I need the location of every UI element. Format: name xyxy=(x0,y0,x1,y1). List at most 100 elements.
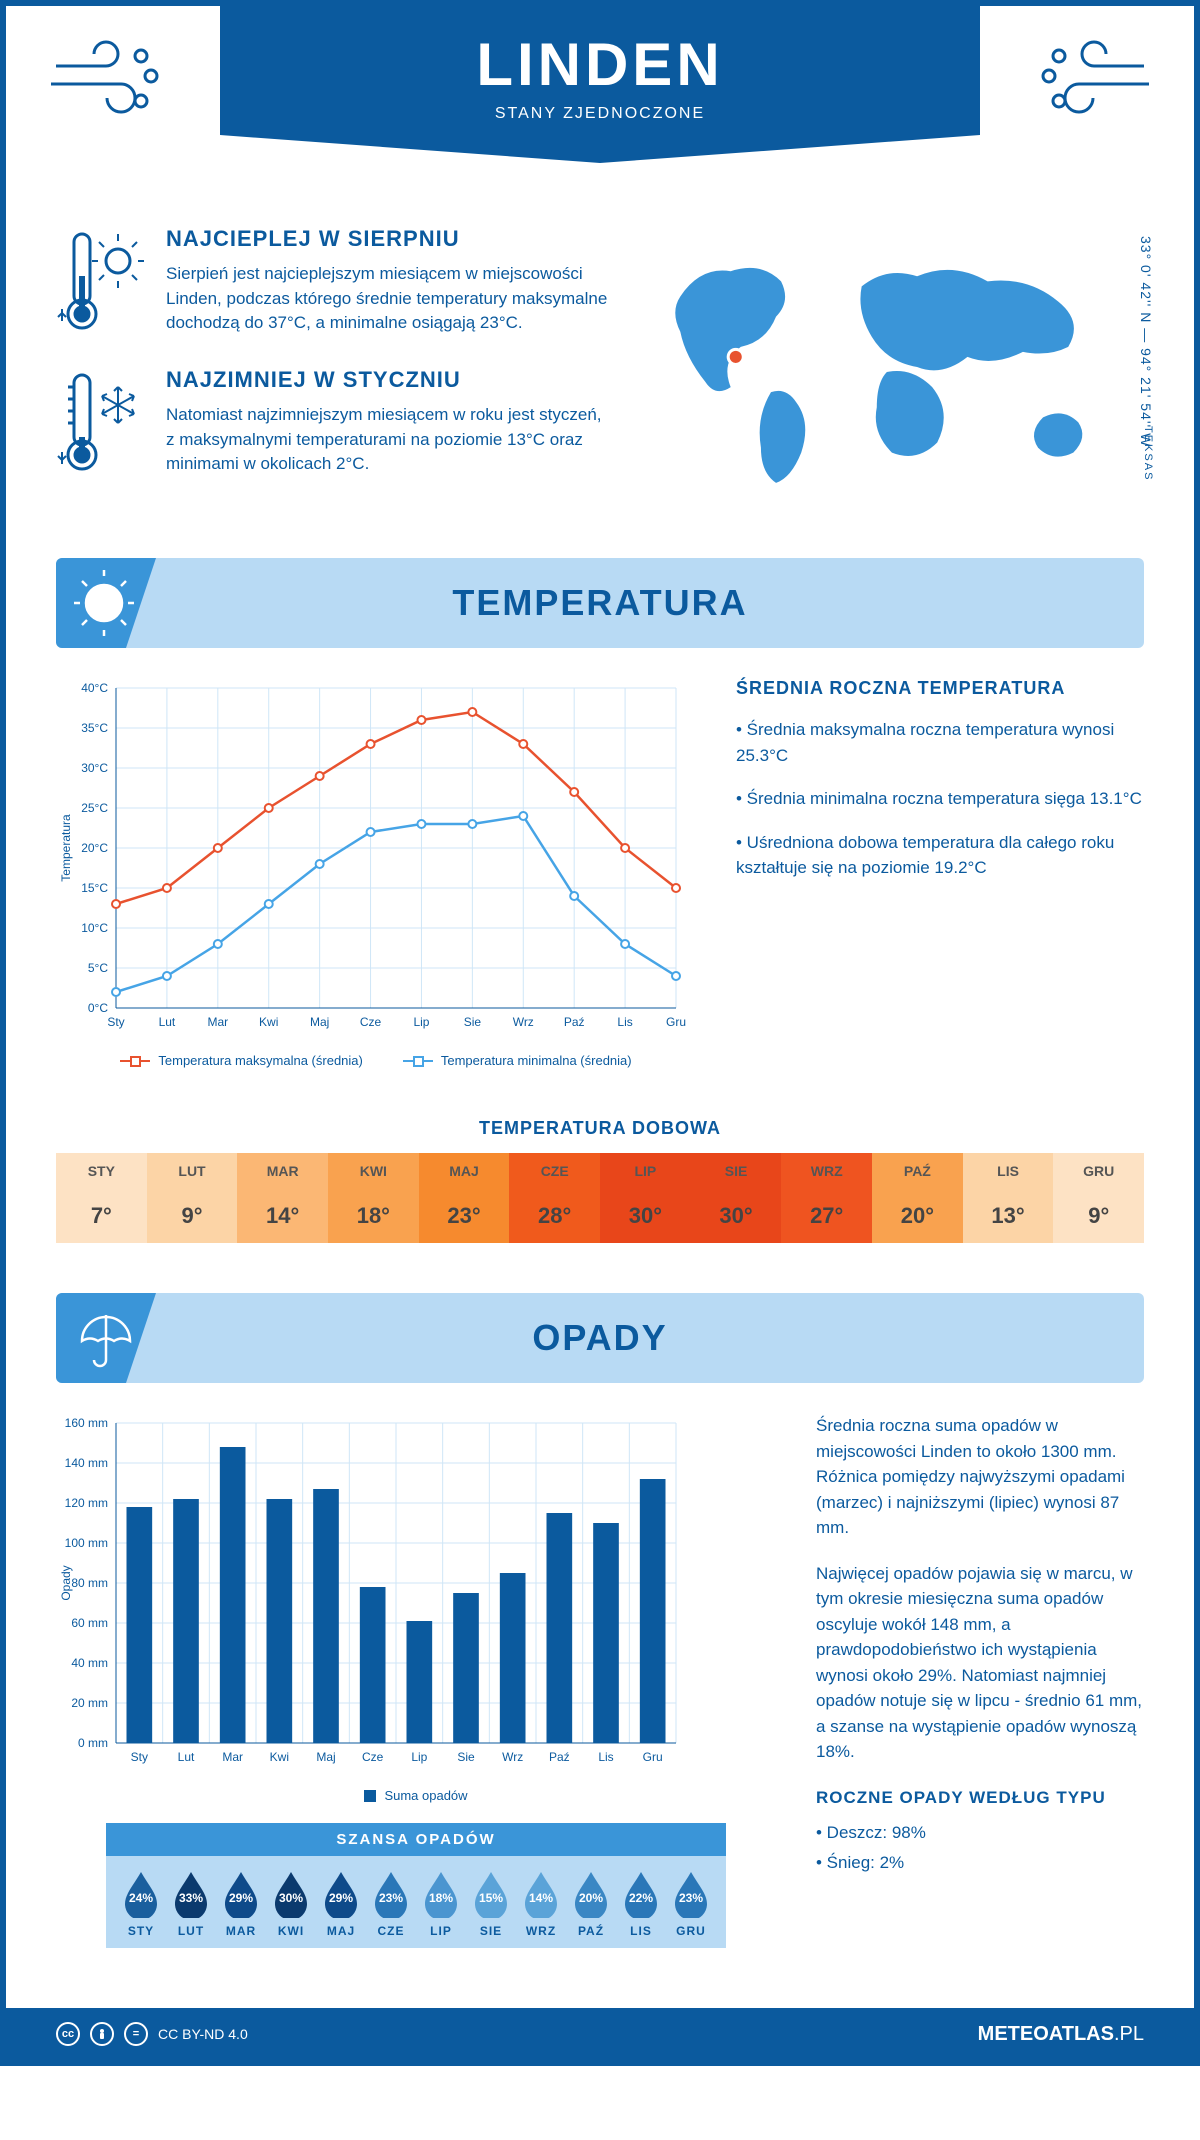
license-text: CC BY-ND 4.0 xyxy=(158,2026,248,2042)
svg-text:25°C: 25°C xyxy=(81,801,108,815)
heat-value: 18° xyxy=(328,1189,419,1243)
heat-month: STY xyxy=(56,1153,147,1189)
sun-icon xyxy=(74,570,134,641)
legend-min: Temperatura minimalna (średnia) xyxy=(441,1053,632,1068)
svg-text:Lut: Lut xyxy=(178,1750,195,1764)
summary-section: NAJCIEPLEJ W SIERPNIU Sierpień jest najc… xyxy=(6,206,1194,538)
svg-text:Lip: Lip xyxy=(413,1015,429,1029)
svg-text:Paź: Paź xyxy=(549,1750,570,1764)
svg-text:40°C: 40°C xyxy=(81,681,108,695)
title-banner: LINDEN STANY ZJEDNOCZONE xyxy=(220,6,980,163)
svg-text:Gru: Gru xyxy=(666,1015,686,1029)
heat-value: 20° xyxy=(872,1189,963,1243)
svg-text:15°C: 15°C xyxy=(81,881,108,895)
svg-text:40 mm: 40 mm xyxy=(71,1656,108,1670)
wind-icon xyxy=(1024,36,1154,131)
heat-month: GRU xyxy=(1053,1153,1144,1189)
chance-cell: 30%KWI xyxy=(271,1870,311,1938)
heat-month: LIP xyxy=(600,1153,691,1189)
precip-info-p2: Najwięcej opadów pojawia się w marcu, w … xyxy=(816,1561,1144,1765)
svg-text:Lip: Lip xyxy=(411,1750,427,1764)
svg-text:Maj: Maj xyxy=(310,1015,329,1029)
svg-text:Cze: Cze xyxy=(360,1015,382,1029)
heat-value: 7° xyxy=(56,1189,147,1243)
svg-text:Paź: Paź xyxy=(564,1015,585,1029)
precip-info-p1: Średnia roczna suma opadów w miejscowośc… xyxy=(816,1413,1144,1541)
region-label: TEKSAS xyxy=(1142,426,1154,481)
svg-text:Opady: Opady xyxy=(59,1565,73,1600)
heat-value: 9° xyxy=(1053,1189,1144,1243)
hottest-title: NAJCIEPLEJ W SIERPNIU xyxy=(166,226,610,252)
chance-cell: 29%MAJ xyxy=(321,1870,361,1938)
temperature-info: ŚREDNIA ROCZNA TEMPERATURA • Średnia mak… xyxy=(736,678,1144,1068)
header: LINDEN STANY ZJEDNOCZONE xyxy=(6,6,1194,206)
precipitation-info: Średnia roczna suma opadów w miejscowośc… xyxy=(816,1413,1144,1948)
temperature-line-chart: 0°C5°C10°C15°C20°C25°C30°C35°C40°CStyLut… xyxy=(56,678,696,1068)
precipitation-section-header: OPADY xyxy=(56,1293,1144,1383)
world-map: 33° 0' 42'' N — 94° 21' 54'' W TEKSAS xyxy=(640,226,1144,508)
svg-text:Wrz: Wrz xyxy=(513,1015,534,1029)
chart-legend: Temperatura maksymalna (średnia) Tempera… xyxy=(56,1053,696,1068)
chance-cell: 22%LIS xyxy=(621,1870,661,1938)
heat-month: SIE xyxy=(691,1153,782,1189)
chance-cell: 33%LUT xyxy=(171,1870,211,1938)
svg-text:Sie: Sie xyxy=(464,1015,482,1029)
heat-month: MAJ xyxy=(419,1153,510,1189)
svg-text:Sty: Sty xyxy=(107,1015,124,1029)
temperature-section-header: TEMPERATURA xyxy=(56,558,1144,648)
chance-cell: 29%MAR xyxy=(221,1870,261,1938)
cc-icon: cc xyxy=(56,2022,80,2046)
svg-text:Sty: Sty xyxy=(131,1750,148,1764)
heat-month: PAŹ xyxy=(872,1153,963,1189)
precipitation-bar-chart: 0 mm20 mm40 mm60 mm80 mm100 mm120 mm140 … xyxy=(56,1413,776,1948)
legend-max: Temperatura maksymalna (średnia) xyxy=(158,1053,362,1068)
svg-text:80 mm: 80 mm xyxy=(71,1576,108,1590)
section-title: TEMPERATURA xyxy=(452,582,747,624)
chance-cell: 24%STY xyxy=(121,1870,161,1938)
svg-text:Cze: Cze xyxy=(362,1750,384,1764)
heat-value: 23° xyxy=(419,1189,510,1243)
svg-text:120 mm: 120 mm xyxy=(65,1496,108,1510)
heat-month: MAR xyxy=(237,1153,328,1189)
heat-value: 30° xyxy=(691,1189,782,1243)
svg-text:Gru: Gru xyxy=(643,1750,663,1764)
daily-temp-title: TEMPERATURA DOBOWA xyxy=(6,1118,1194,1139)
chance-cell: 23%GRU xyxy=(671,1870,711,1938)
heat-value: 9° xyxy=(147,1189,238,1243)
svg-text:35°C: 35°C xyxy=(81,721,108,735)
infographic-page: LINDEN STANY ZJEDNOCZONE xyxy=(0,0,1200,2066)
chance-cell: 15%SIE xyxy=(471,1870,511,1938)
svg-text:160 mm: 160 mm xyxy=(65,1416,108,1430)
temp-info-heading: ŚREDNIA ROCZNA TEMPERATURA xyxy=(736,678,1144,699)
hottest-block: NAJCIEPLEJ W SIERPNIU Sierpień jest najc… xyxy=(56,226,610,341)
heat-month: LUT xyxy=(147,1153,238,1189)
svg-text:140 mm: 140 mm xyxy=(65,1456,108,1470)
svg-text:30°C: 30°C xyxy=(81,761,108,775)
svg-text:Temperatura: Temperatura xyxy=(59,814,73,882)
daily-temp-months: STYLUTMARKWIMAJCZELIPSIEWRZPAŹLISGRU xyxy=(56,1153,1144,1189)
precip-snow: • Śnieg: 2% xyxy=(816,1850,1144,1876)
svg-text:Lis: Lis xyxy=(598,1750,613,1764)
chance-cell: 18%LIP xyxy=(421,1870,461,1938)
precipitation-chance-panel: SZANSA OPADÓW 24%STY33%LUT29%MAR30%KWI29… xyxy=(106,1823,726,1948)
chance-title: SZANSA OPADÓW xyxy=(106,1823,726,1856)
thermometer-sun-icon xyxy=(56,226,146,341)
svg-text:Mar: Mar xyxy=(207,1015,228,1029)
chance-cell: 23%CZE xyxy=(371,1870,411,1938)
temp-info-p2: • Średnia minimalna roczna temperatura s… xyxy=(736,786,1144,812)
svg-text:5°C: 5°C xyxy=(88,961,108,975)
chart-legend: Suma opadów xyxy=(56,1788,776,1803)
heat-value: 13° xyxy=(963,1189,1054,1243)
section-title: OPADY xyxy=(532,1317,667,1359)
heat-value: 30° xyxy=(600,1189,691,1243)
site-name: METEOATLAS.PL xyxy=(978,2023,1144,2046)
thermometer-snow-icon xyxy=(56,367,146,482)
heat-month: CZE xyxy=(509,1153,600,1189)
chance-cell: 20%PAŹ xyxy=(571,1870,611,1938)
svg-text:Sie: Sie xyxy=(457,1750,475,1764)
svg-text:0°C: 0°C xyxy=(88,1001,108,1015)
svg-text:0 mm: 0 mm xyxy=(78,1736,108,1750)
heat-value: 28° xyxy=(509,1189,600,1243)
coldest-title: NAJZIMNIEJ W STYCZNIU xyxy=(166,367,610,393)
svg-text:Kwi: Kwi xyxy=(259,1015,278,1029)
